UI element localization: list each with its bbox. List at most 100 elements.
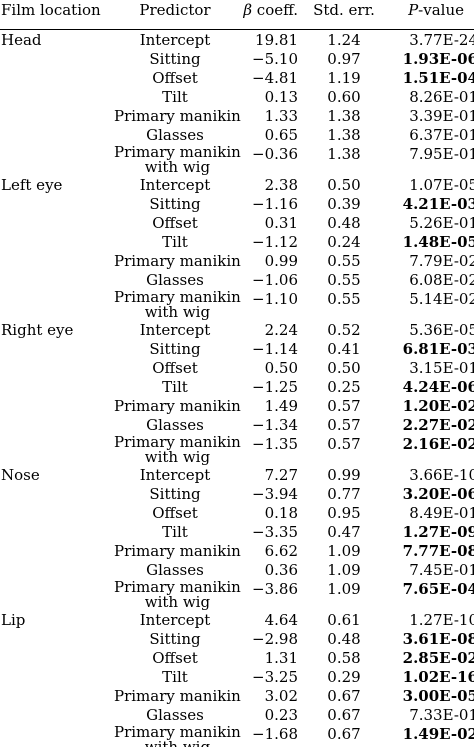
p-value: 3.66E-10 xyxy=(409,466,474,484)
std-err-cell: 0.67 xyxy=(327,725,361,743)
std-err-cell: 0.39 xyxy=(327,195,361,213)
std-err-cell: 1.19 xyxy=(327,69,361,87)
p-value-significant: 2.16E-02 xyxy=(402,435,474,453)
predictor-cell: Tilt xyxy=(162,378,188,396)
p-value-cell: 8.49E-01 xyxy=(386,504,474,523)
std-err-cell: 0.24 xyxy=(327,233,361,251)
p-value-significant: 2.27E-02 xyxy=(402,416,474,434)
table-row: Offset −4.81 1.19 1.51E-04 xyxy=(0,69,474,88)
predictor-cell: Sitting xyxy=(149,50,201,68)
predictor-cell: Sitting xyxy=(149,340,201,358)
predictor-cell: Offset xyxy=(152,214,198,232)
std-err-cell: 0.29 xyxy=(327,668,361,686)
film-location-cell xyxy=(0,687,114,706)
p-value-significant: 3.61E-08 xyxy=(402,630,474,648)
p-value-cell: 2.27E-02 xyxy=(386,416,474,435)
predictor-cell: Glasses xyxy=(146,561,204,579)
p-value-cell: 5.14E-02 xyxy=(386,290,474,320)
p-value-cell: 1.27E-09 xyxy=(386,523,474,542)
film-location-cell xyxy=(0,252,114,271)
p-value-cell: 6.81E-03 xyxy=(386,340,474,359)
p-value-cell: 3.15E-01 xyxy=(386,359,474,378)
predictor-line-2: with wig xyxy=(144,738,211,747)
beta-coeff-cell: 19.81 xyxy=(255,31,298,49)
predictor-cell: Sitting xyxy=(149,195,201,213)
std-err-cell: 1.09 xyxy=(327,561,361,579)
beta-coeff-cell: −1.34 xyxy=(252,416,298,434)
film-location-cell xyxy=(0,290,114,320)
film-location-cell xyxy=(0,706,114,725)
film-location-cell xyxy=(0,233,114,252)
beta-coeff-cell: −1.16 xyxy=(252,195,298,213)
p-value: 3.39E-01 xyxy=(409,107,474,125)
predictor-cell: Tilt xyxy=(162,233,188,251)
beta-coeff-cell: −3.86 xyxy=(252,580,298,598)
header-beta-coeff: β coeff. xyxy=(236,0,302,30)
predictor-cell: Intercept xyxy=(139,611,211,629)
film-location-cell xyxy=(0,504,114,523)
p-value-cell: 3.20E-06 xyxy=(386,485,474,504)
film-location-cell xyxy=(0,435,114,465)
table-row: Glasses −1.06 0.55 6.08E-02 xyxy=(0,271,474,290)
table-row: Tilt −3.25 0.29 1.02E-16 xyxy=(0,668,474,687)
std-err-cell: 0.99 xyxy=(327,466,361,484)
beta-coeff-cell: 2.38 xyxy=(264,176,298,194)
table-row: Nose Intercept 7.27 0.99 3.66E-10 xyxy=(0,465,474,485)
p-value-cell: 7.95E-01 xyxy=(386,145,474,175)
p-value-cell: 3.39E-01 xyxy=(386,107,474,126)
predictor-cell: Offset xyxy=(152,649,198,667)
predictor-cell: Primary manikin with wig xyxy=(114,435,241,465)
beta-coeff-cell: −0.36 xyxy=(252,145,298,163)
film-location-cell xyxy=(0,107,114,126)
std-err-cell: 0.52 xyxy=(327,321,361,339)
p-symbol: P xyxy=(408,1,419,19)
table-row: Tilt −1.25 0.25 4.24E-06 xyxy=(0,378,474,397)
p-value-significant: 1.02E-16 xyxy=(402,668,474,686)
p-value-cell: 3.61E-08 xyxy=(386,630,474,649)
std-err-cell: 0.67 xyxy=(327,706,361,724)
p-value: 5.14E-02 xyxy=(409,290,474,308)
p-value: 1.27E-10 xyxy=(409,611,474,629)
p-value-cell: 2.85E-02 xyxy=(386,649,474,668)
p-value-cell: 6.08E-02 xyxy=(386,271,474,290)
beta-coeff-cell: −1.10 xyxy=(252,290,298,308)
std-err-cell: 0.25 xyxy=(327,378,361,396)
p-value-significant: 7.65E-04 xyxy=(402,580,474,598)
table-row: Primary manikin 6.62 1.09 7.77E-08 xyxy=(0,542,474,561)
beta-coeff-cell: 1.33 xyxy=(264,107,298,125)
predictor-line-1: Primary manikin xyxy=(114,288,241,306)
std-err-cell: 0.61 xyxy=(327,611,361,629)
predictor-cell: Glasses xyxy=(146,271,204,289)
p-value: 3.15E-01 xyxy=(409,359,474,377)
std-err-cell: 0.48 xyxy=(327,214,361,232)
table-row: Glasses 0.65 1.38 6.37E-01 xyxy=(0,126,474,145)
film-location-cell xyxy=(0,668,114,687)
p-value: 7.95E-01 xyxy=(409,145,474,163)
p-value-cell: 1.93E-06 xyxy=(386,50,474,69)
std-err-cell: 1.38 xyxy=(327,145,361,163)
p-value-significant: 3.20E-06 xyxy=(402,485,474,503)
predictor-cell: Offset xyxy=(152,359,198,377)
std-err-cell: 0.67 xyxy=(327,687,361,705)
film-location-cell xyxy=(0,580,114,610)
table-row: Sitting −1.14 0.41 6.81E-03 xyxy=(0,340,474,359)
beta-coeff-cell: 0.99 xyxy=(264,252,298,270)
beta-symbol: β xyxy=(243,1,253,19)
film-location-cell xyxy=(0,630,114,649)
predictor-cell: Primary manikin xyxy=(114,542,241,560)
beta-coeff-cell: 1.31 xyxy=(264,649,298,667)
p-value: 7.33E-01 xyxy=(409,706,474,724)
std-err-cell: 0.57 xyxy=(327,435,361,453)
predictor-cell: Tilt xyxy=(162,523,188,541)
table-row: Primary manikin with wig −1.10 0.55 5.14E-02 xyxy=(0,290,474,320)
predictor-line-1: Primary manikin xyxy=(114,433,241,451)
p-value-cell: 7.65E-04 xyxy=(386,580,474,610)
p-value: 6.37E-01 xyxy=(409,126,474,144)
beta-coeff-cell: −2.98 xyxy=(252,630,298,648)
beta-coeff-cell: 3.02 xyxy=(264,687,298,705)
predictor-cell: Glasses xyxy=(146,706,204,724)
p-value: 7.79E-02 xyxy=(409,252,474,270)
beta-coeff-cell: 0.31 xyxy=(264,214,298,232)
